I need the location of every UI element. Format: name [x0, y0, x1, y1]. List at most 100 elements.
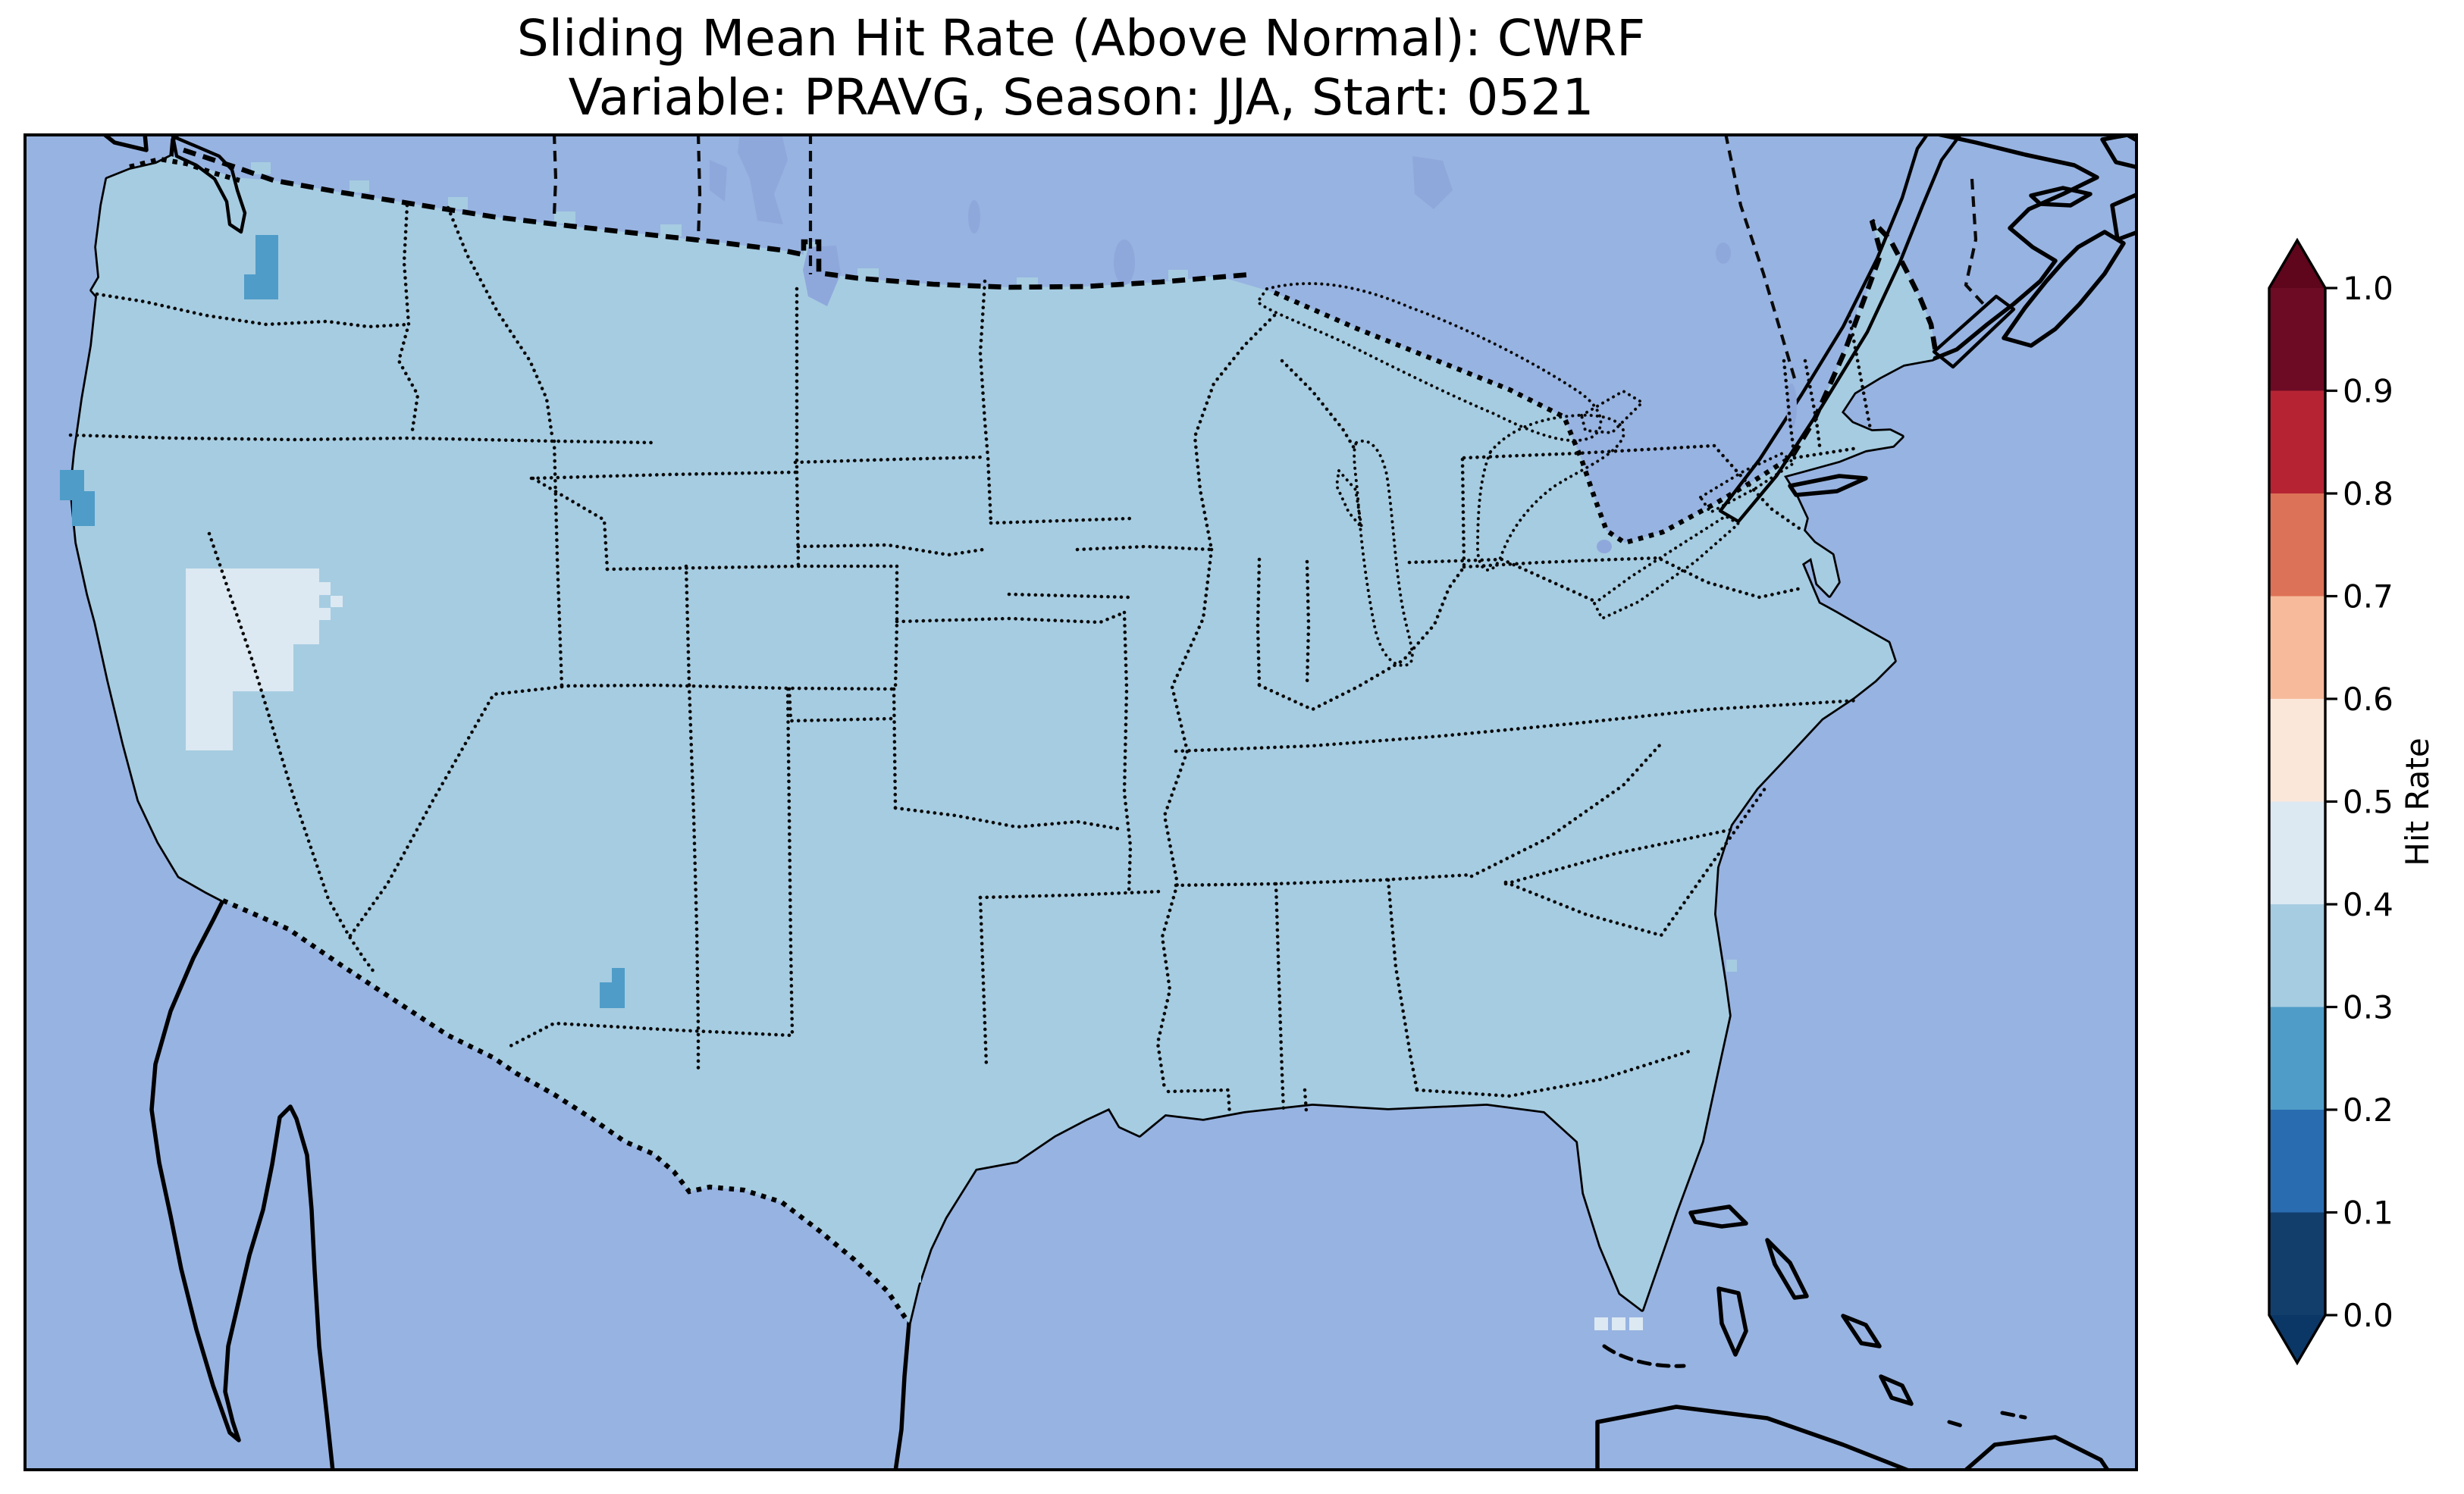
patch-south-florida-cells — [1629, 1317, 1643, 1330]
state-border-mn-west — [978, 279, 993, 525]
state-border-wi-mi — [1280, 359, 1359, 454]
state-border-mi-south — [1407, 557, 1595, 603]
us-canada-border-east — [1790, 218, 1939, 458]
colorbar-tick-label: 1.0 — [2343, 270, 2393, 307]
state-border-ny-vt — [1782, 359, 1797, 460]
bahamas-cay — [1879, 1374, 1914, 1406]
colorbar-tick-label: 0.8 — [2343, 475, 2393, 512]
patch-west-central-new-mexico — [600, 982, 612, 1008]
state-border-ga-sc — [1503, 827, 1735, 886]
lake-winnipeg — [738, 133, 788, 224]
colorbar-bin-0.9–1.0 — [2269, 288, 2325, 392]
colorbar-tick-label: 0.2 — [2343, 1092, 2393, 1129]
state-border-ks-mo — [1122, 610, 1133, 895]
state-border-35n-tn-south — [1174, 872, 1474, 888]
state-border-37n — [560, 683, 896, 691]
state-border-mo-ia — [1007, 592, 1133, 600]
state-border-id-mt — [446, 205, 554, 437]
grid-step-artifacts — [134, 162, 1926, 1283]
colorbar-bin-0.6–0.7 — [2269, 596, 2325, 700]
patch-west-central-new-mexico — [612, 968, 625, 1008]
state-border-red-river — [893, 806, 1124, 832]
prince-edward-island — [2029, 186, 2093, 208]
canadian-lake — [1716, 243, 1731, 264]
state-border-me-nh — [1847, 313, 1873, 431]
colorbar-tick-label: 0.0 — [2343, 1297, 2393, 1334]
colorbar-tick-label: 0.3 — [2343, 989, 2393, 1026]
state-border-nv-az — [347, 684, 564, 939]
cuba — [1595, 1405, 1913, 1471]
lakes-group — [171, 133, 2016, 667]
state-border-wi-il — [1075, 544, 1214, 552]
bahamas-cay — [1841, 1314, 1882, 1348]
plot-title-line2: Variable: PRAVG, Season: JJA, Start: 052… — [568, 68, 1594, 127]
state-border-ne-ks-40n — [895, 610, 1127, 625]
state-border-wy-east — [795, 470, 801, 568]
state-border-ut-co — [684, 564, 691, 687]
state-border-sd-ne — [796, 543, 990, 557]
canadian-lake — [968, 200, 980, 233]
colorbar-axis-label: Hit Rate — [2399, 738, 2436, 866]
colorbar-bin-0.7–0.8 — [2269, 493, 2325, 597]
patch-south-florida-cells — [1612, 1317, 1625, 1330]
patch-south-florida-cells — [1594, 1317, 1608, 1330]
patch-central-washington — [244, 274, 278, 299]
lake-winnipegosis — [710, 160, 727, 202]
state-border-wy-west — [531, 476, 610, 572]
eleuthera — [1765, 1238, 1809, 1300]
state-border-tx-ok-100w — [892, 687, 898, 810]
long-island — [1788, 474, 1868, 497]
us-mexico-border — [221, 898, 911, 1325]
patch-western-nevada — [331, 596, 343, 607]
patch-western-nevada — [186, 644, 233, 750]
colorbar-bin-0.4–0.5 — [2269, 801, 2325, 905]
state-border-ma-south — [1792, 446, 1861, 460]
florida-keys — [1602, 1344, 1686, 1368]
state-border-mississippi-river — [1155, 547, 1214, 1091]
state-border-pa-ny — [1462, 443, 1716, 460]
colorbar-bin-0.1–0.2 — [2269, 1110, 2325, 1214]
map-axes — [24, 133, 2138, 1471]
state-border-ga-fl — [1415, 1048, 1694, 1098]
state-border-mason-dixon — [1462, 556, 1663, 569]
state-border-31n-la-ms — [1166, 1088, 1232, 1118]
colorbar-bin-0.8–0.9 — [2269, 390, 2325, 494]
state-border-in-oh — [1305, 559, 1311, 687]
patch-western-nevada — [318, 608, 331, 620]
nova-scotia — [2002, 230, 2126, 348]
state-border-wy-south-41n — [605, 564, 899, 572]
us-canada-border — [182, 147, 1252, 290]
cape-breton-island — [2110, 192, 2138, 242]
state-border-vt-nh — [1803, 359, 1823, 454]
colorbar-bin-0.5–0.6 — [2269, 699, 2325, 803]
colorbar-bin-0.2–0.3 — [2269, 1007, 2325, 1110]
hispaniola-fragment — [1962, 1435, 2111, 1471]
colorbar-extend-over-triangle — [2269, 240, 2325, 288]
lake-champlain — [1786, 384, 1797, 429]
hit-rate-anomaly-patches — [60, 235, 1643, 1330]
state-border-nv-ut — [552, 439, 564, 689]
green-bay — [1334, 467, 1365, 533]
state-border-mn-wi — [1193, 313, 1277, 552]
lake-nipigon — [1412, 156, 1453, 209]
province-border-sk-mb — [696, 133, 702, 240]
state-border-id-west — [397, 203, 420, 437]
small-antilles-dashes — [1947, 1411, 2027, 1429]
colorbar-tick-label: 0.1 — [2343, 1195, 2393, 1232]
andros-island — [1716, 1286, 1748, 1357]
conus-hit-rate-field — [71, 156, 1936, 1323]
grand-bahama-abaco — [1688, 1204, 1748, 1229]
colorbar-extend-under-triangle — [2269, 1315, 2325, 1363]
province-border-ab-sk — [552, 133, 558, 216]
canadian-lake — [1114, 240, 1135, 285]
colorbar-tick-label: 0.4 — [2343, 886, 2393, 923]
vancouver-island-fragment — [101, 133, 149, 152]
lake-superior — [1256, 282, 1603, 443]
lake-st-clair — [1597, 540, 1612, 553]
state-border-az-nm — [687, 683, 701, 1076]
patch-northern-california-coast — [72, 491, 95, 526]
state-border-ms-al — [1274, 882, 1286, 1113]
patch-western-nevada — [186, 568, 319, 644]
province-borders-group — [552, 133, 1985, 384]
